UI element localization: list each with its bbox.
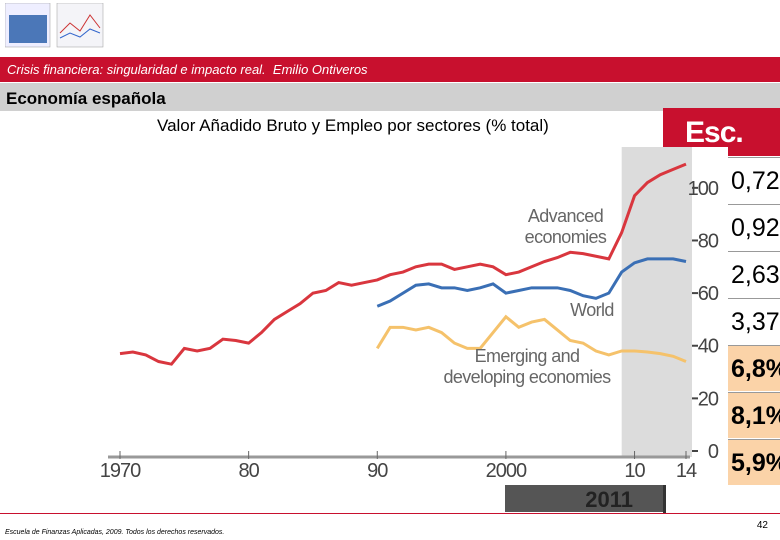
side-table-cell: 8,1% xyxy=(728,392,780,438)
side-table-cell: 5,9% xyxy=(728,439,780,485)
series-line xyxy=(375,314,687,363)
side-table-cell: 2,63% xyxy=(728,251,780,297)
footer-text: Escuela de Finanzas Aplicadas, 2009. Tod… xyxy=(5,529,225,536)
section-bar: Economía española xyxy=(0,83,780,111)
x-tick-label: 90 xyxy=(367,460,388,482)
side-table-cell: 6,8% xyxy=(728,345,780,391)
side-table-year: 2011 xyxy=(505,485,663,512)
shaded-region xyxy=(621,147,692,457)
side-table-cell: 0,72% xyxy=(728,157,780,203)
section-title: Economía española xyxy=(6,89,166,108)
header-title: Crisis financiera: singularidad e impact… xyxy=(7,62,266,77)
x-tick-label: 14 xyxy=(676,460,697,482)
thumbnails xyxy=(5,3,104,48)
side-table-cell: 0,92% xyxy=(728,204,780,250)
series-label: Emerging and developing economies xyxy=(443,346,611,387)
y-tick-label: 100 xyxy=(688,178,719,200)
y-tick-label: 60 xyxy=(698,283,719,305)
footer-line xyxy=(0,513,780,514)
x-tick-label: 2000 xyxy=(486,460,527,482)
chart-title: Valor Añadido Bruto y Empleo por sectore… xyxy=(157,116,549,135)
series-line xyxy=(119,162,687,366)
y-tick-label: 40 xyxy=(698,336,719,358)
chart: 0 20 40 60 80 100 1970 80 90 2000 10 14 xyxy=(100,147,728,485)
header-bar: Crisis financiera: singularidad e impact… xyxy=(0,57,780,82)
page-number: 42 xyxy=(756,520,768,531)
x-tick-label: 10 xyxy=(624,460,645,482)
y-tick-label: 20 xyxy=(698,388,719,410)
y-tick-label: 0 xyxy=(708,441,719,463)
series-label: World xyxy=(570,300,614,320)
header-author: Emilio Ontiveros xyxy=(272,62,368,77)
x-tick-label: 1970 xyxy=(100,460,141,482)
series-line xyxy=(376,257,687,308)
x-tick-label: 80 xyxy=(239,460,260,482)
series-label: Advanced economies xyxy=(524,206,607,247)
y-tick-label: 80 xyxy=(698,230,719,252)
side-table-cell: 3,37% xyxy=(728,298,780,344)
